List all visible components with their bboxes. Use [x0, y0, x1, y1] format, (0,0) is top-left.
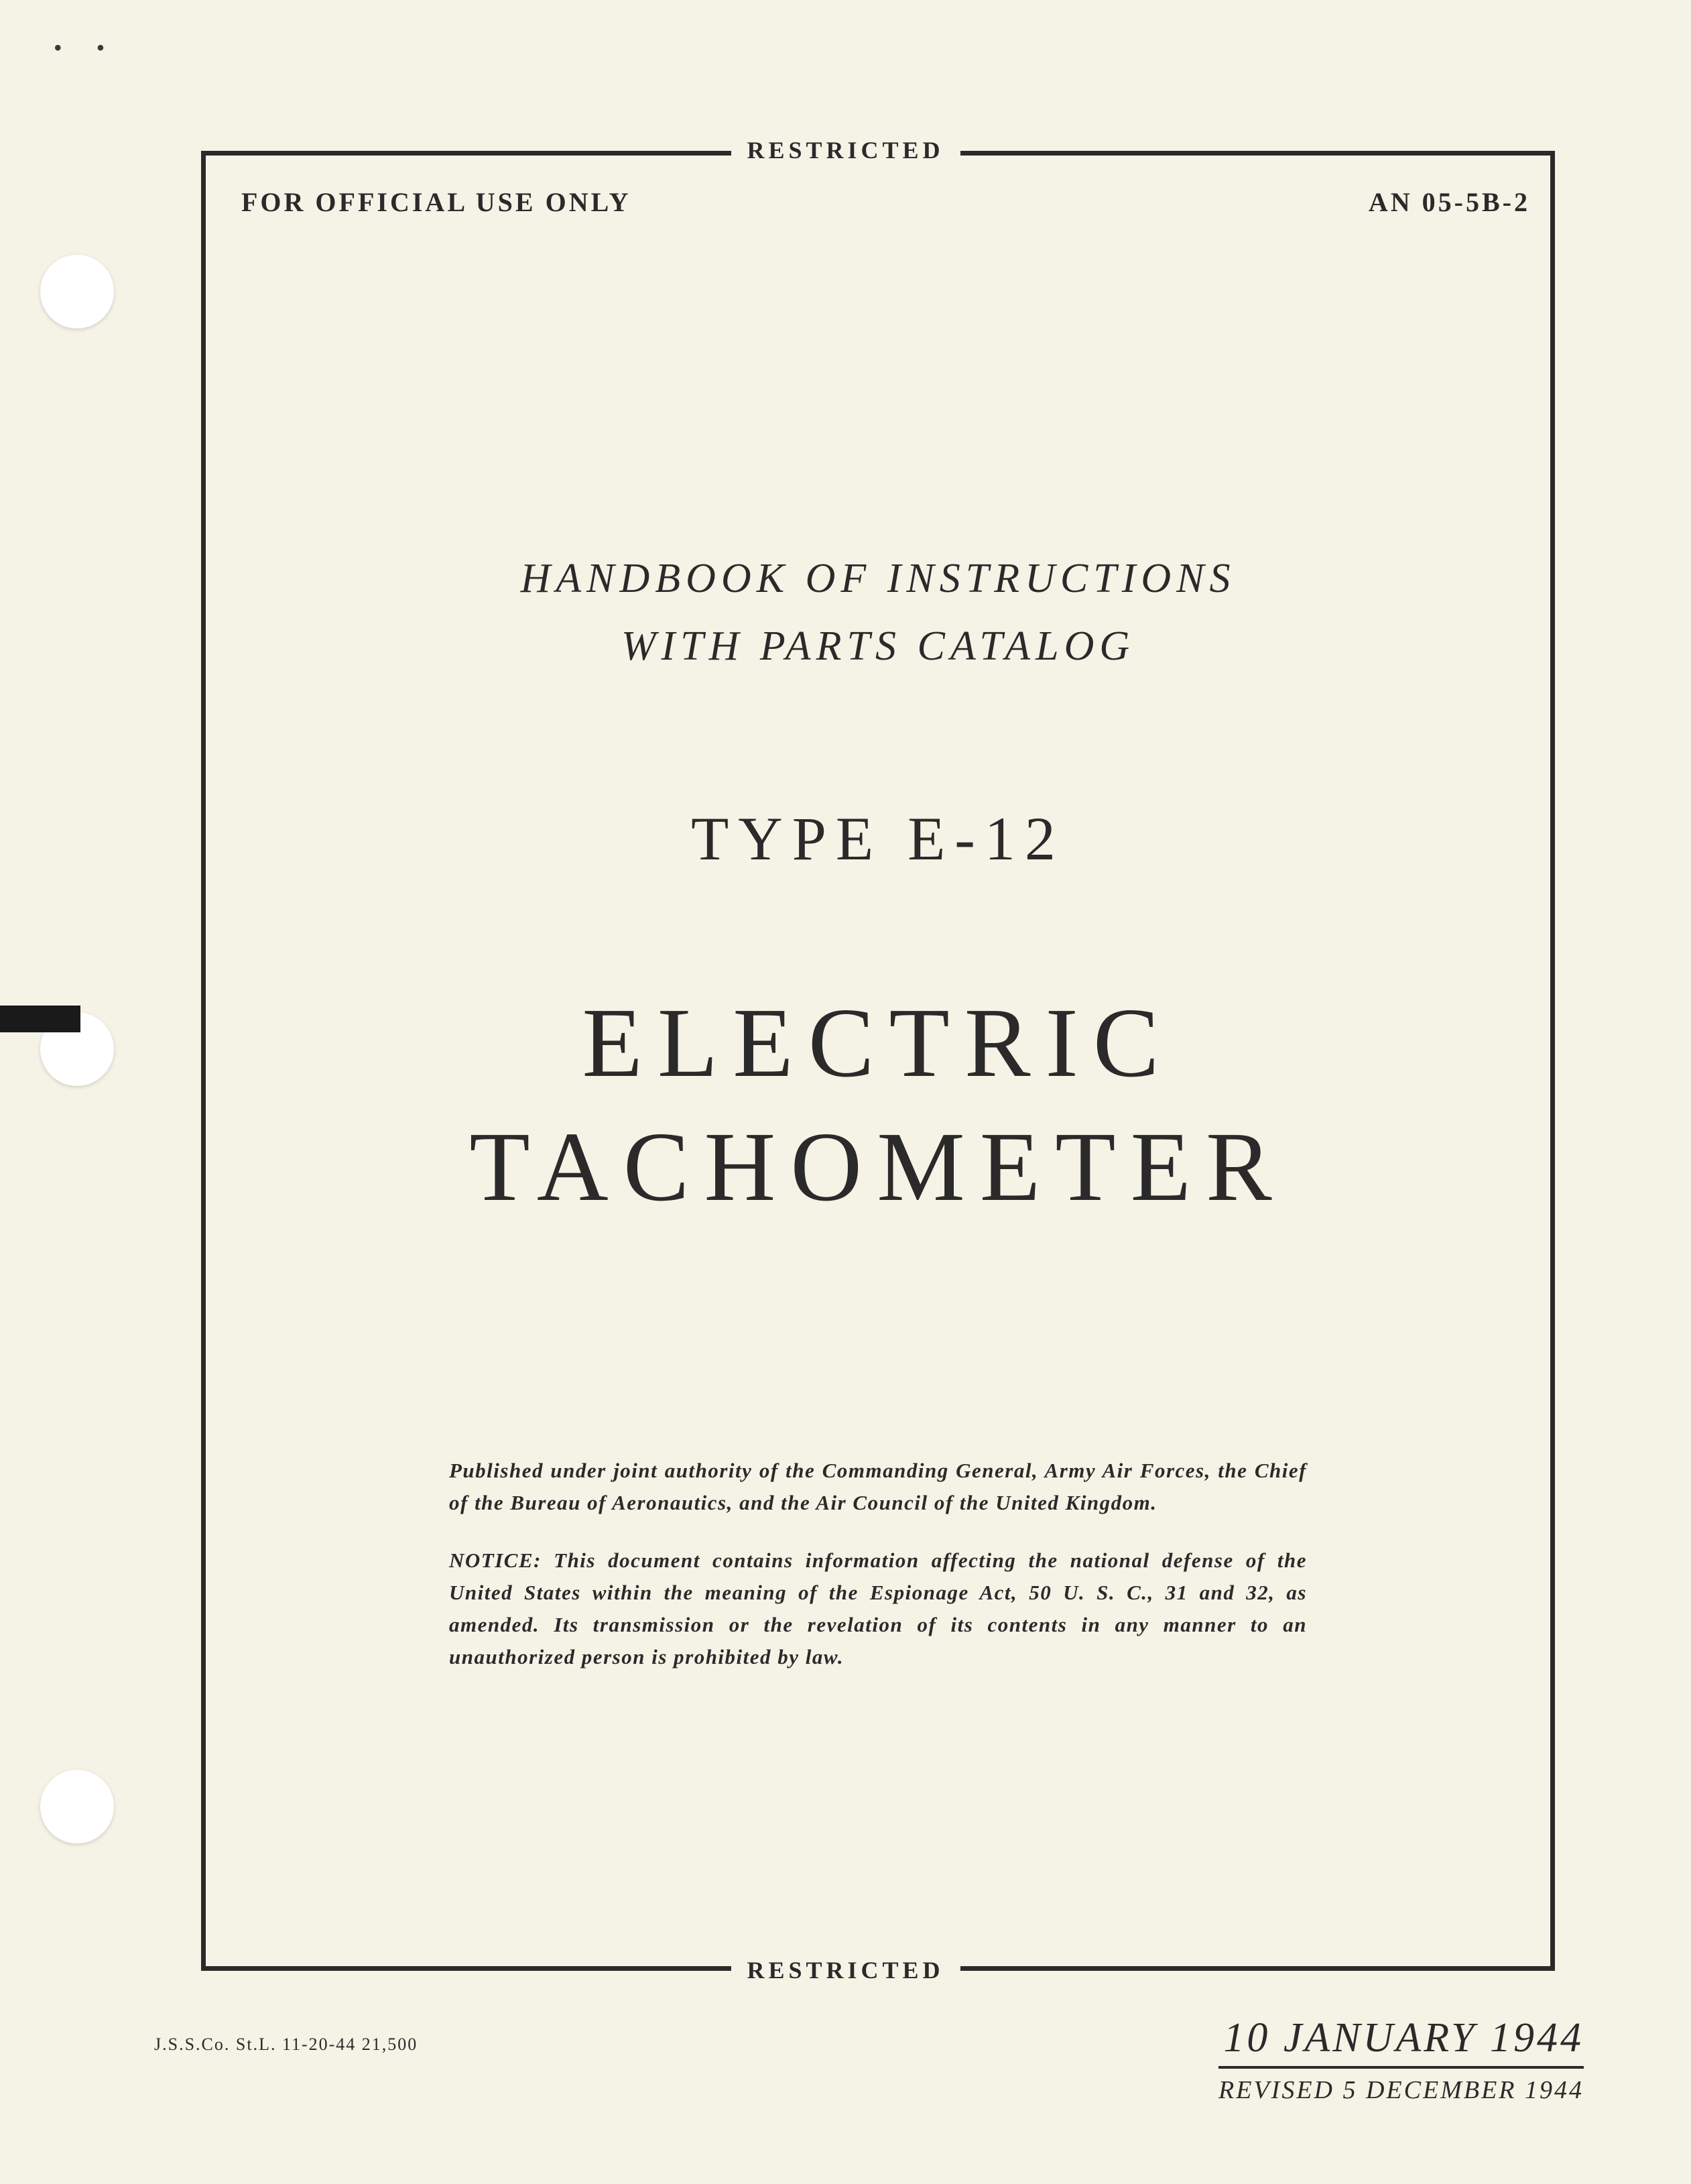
printer-info: J.S.S.Co. St.L. 11-20-44 21,500 [154, 2035, 418, 2055]
header-right: AN 05-5B-2 [1369, 186, 1530, 218]
binder-hole [40, 255, 114, 328]
notice-block: Published under joint authority of the C… [449, 1455, 1307, 1699]
classification-bottom: RESTRICTED [731, 1956, 960, 1984]
title-block: HANDBOOK OF INSTRUCTIONS WITH PARTS CATA… [201, 550, 1555, 1229]
top-punch-marks: • • [54, 34, 109, 62]
header-row: FOR OFFICIAL USE ONLY AN 05-5B-2 [241, 186, 1530, 218]
main-title-2: TACHOMETER [201, 1105, 1555, 1229]
handbook-line-2: WITH PARTS CATALOG [201, 617, 1555, 676]
security-notice: NOTICE: This document contains informati… [449, 1544, 1307, 1673]
binder-hole [40, 1770, 114, 1843]
handbook-line-1: HANDBOOK OF INSTRUCTIONS [201, 550, 1555, 608]
classification-top: RESTRICTED [731, 136, 960, 164]
document-page: • • RESTRICTED RESTRICTED FOR OFFICIAL U… [0, 0, 1691, 2184]
date-revised: REVISED 5 DECEMBER 1944 [1218, 2066, 1584, 2105]
edge-mark [0, 1006, 80, 1032]
footer-dates: 10 JANUARY 1944 REVISED 5 DECEMBER 1944 [1218, 2014, 1584, 2105]
header-left: FOR OFFICIAL USE ONLY [241, 186, 631, 218]
type-line: TYPE E-12 [201, 803, 1555, 874]
published-notice: Published under joint authority of the C… [449, 1455, 1307, 1519]
date-main: 10 JANUARY 1944 [1218, 2014, 1584, 2062]
main-title-1: ELECTRIC [201, 981, 1555, 1105]
